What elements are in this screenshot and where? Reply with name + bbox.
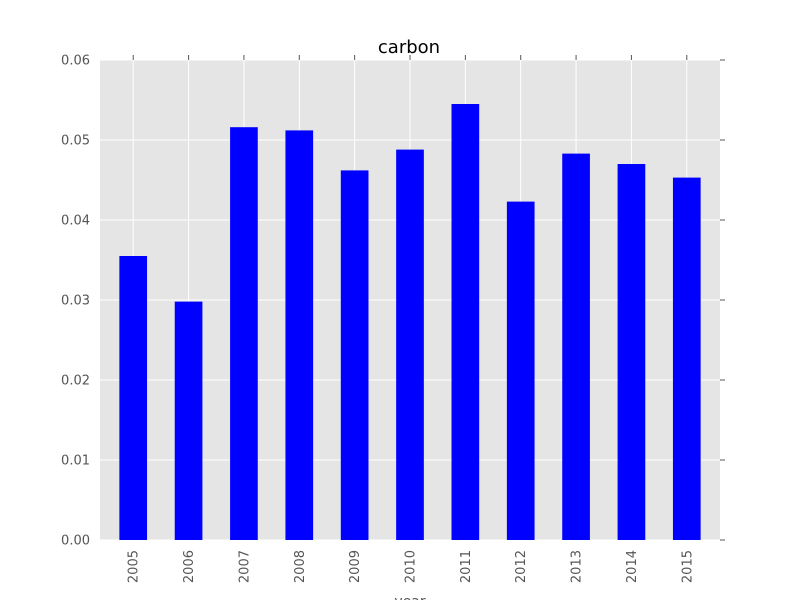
x-axis: 2005 2006 2007 2008 2009 2010 2011 2012 2013 2014… [127, 55, 695, 583]
bar-2014 [617, 164, 646, 540]
x-axis-label: year [394, 594, 425, 600]
y-tick-label: 0.02 [61, 374, 90, 389]
bar-2010 [396, 149, 424, 540]
y-tick-label: 0.04 [61, 214, 90, 229]
bar-2007 [230, 127, 258, 540]
y-tick-label: 0.05 [61, 134, 90, 149]
x-tick-label: 2015 [680, 550, 695, 583]
x-tick-label: 2010 [404, 550, 419, 583]
x-tick-label: 2014 [625, 550, 640, 583]
bar-2015 [672, 177, 701, 540]
bar-2009 [340, 170, 369, 540]
chart-title: carbon [378, 37, 440, 58]
bar-2008 [285, 130, 314, 540]
x-tick-label: 2012 [514, 550, 529, 583]
bar-2012 [506, 201, 535, 540]
bars [119, 104, 701, 540]
y-axis: 0.00 0.01 0.02 0.03 0.04 0.05 0.06 [61, 54, 725, 549]
x-tick-label: 2013 [570, 550, 585, 583]
bar-2011 [451, 104, 480, 540]
x-tick-label: 2005 [127, 550, 142, 583]
x-tick-label: 2011 [459, 550, 474, 583]
y-tick-label: 0.03 [61, 294, 90, 309]
y-tick-label: 0.00 [61, 534, 90, 549]
bar-2006 [174, 301, 203, 540]
bar-2013 [562, 153, 590, 540]
x-tick-label: 2007 [237, 550, 252, 583]
bar-2005 [119, 256, 148, 540]
x-tick-label: 2006 [182, 550, 197, 583]
x-tick-label: 2009 [348, 550, 363, 583]
y-tick-label: 0.01 [61, 454, 90, 469]
y-tick-label: 0.06 [61, 54, 90, 69]
x-tick-label: 2008 [293, 550, 308, 583]
